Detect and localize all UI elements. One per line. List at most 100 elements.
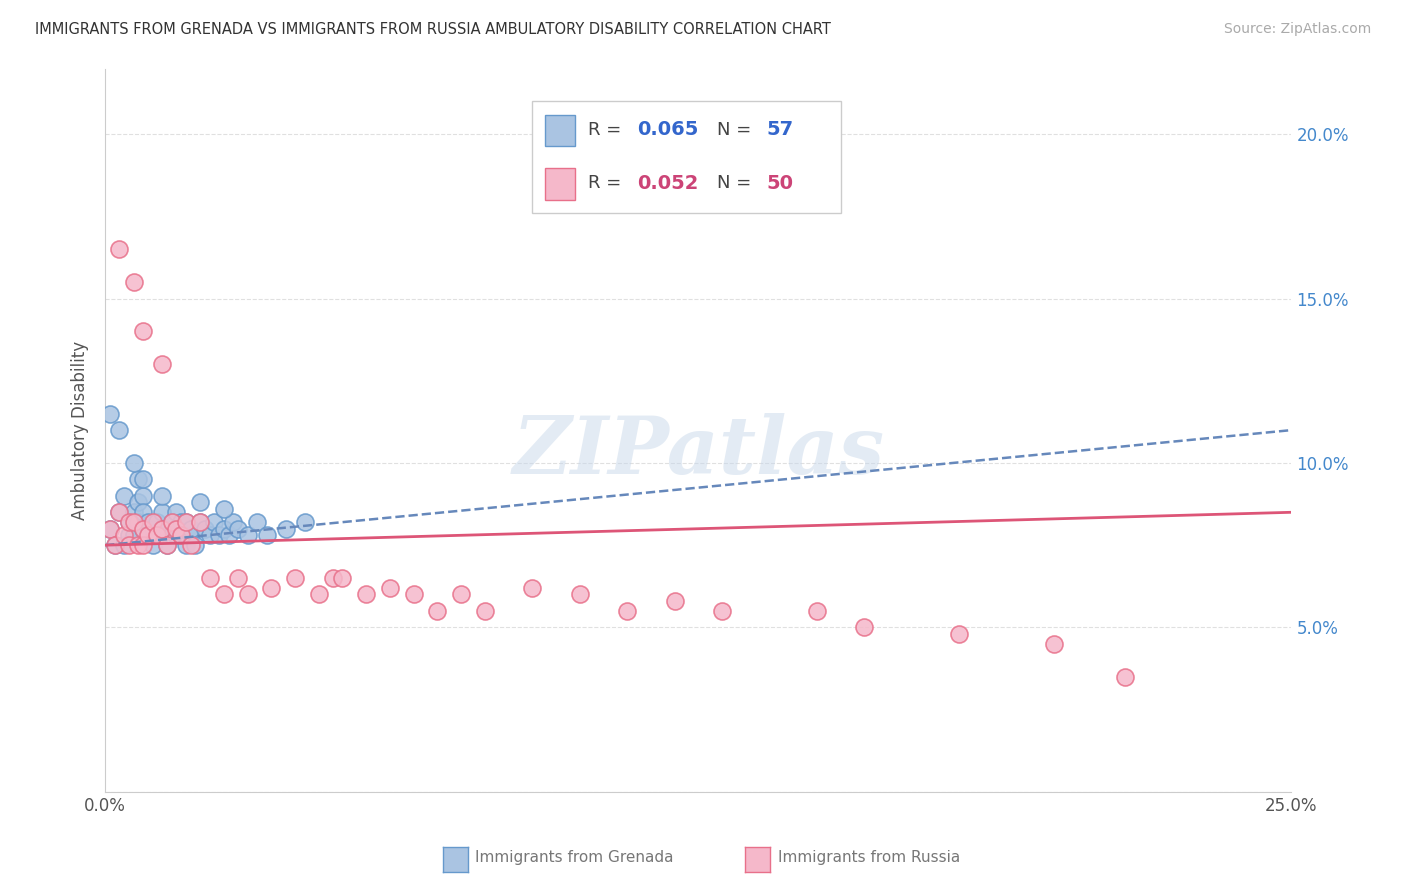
Point (104, 538, 127, 552)
Point (450, 587, 472, 601)
Point (222, 515, 245, 529)
Point (853, 620, 876, 634)
Point (378, 581, 401, 595)
Point (246, 515, 269, 529)
Point (170, 528, 193, 542)
Point (118, 528, 141, 542)
Point (136, 528, 159, 542)
Point (132, 522, 155, 536)
Point (112, 528, 135, 542)
Point (118, 515, 141, 529)
Point (142, 515, 165, 529)
Point (122, 275, 145, 289)
Point (98, 407, 121, 421)
Point (122, 456, 145, 470)
Point (150, 489, 173, 503)
Point (260, 581, 283, 595)
Point (136, 528, 159, 542)
Point (156, 522, 179, 536)
Point (474, 604, 496, 618)
Point (160, 515, 183, 529)
Point (160, 528, 183, 542)
Point (274, 522, 297, 536)
Point (332, 571, 354, 585)
Point (184, 538, 207, 552)
Point (174, 515, 197, 529)
Point (294, 515, 316, 529)
Point (236, 587, 259, 601)
Point (202, 515, 225, 529)
Point (426, 604, 449, 618)
Point (118, 538, 141, 552)
Point (948, 627, 970, 641)
Point (256, 528, 278, 542)
Point (664, 594, 686, 608)
Point (108, 505, 131, 519)
Point (108, 505, 131, 519)
Point (150, 357, 173, 371)
Point (122, 505, 145, 519)
Point (284, 571, 307, 585)
Point (165, 522, 187, 536)
Point (308, 587, 330, 601)
Point (165, 528, 187, 542)
Point (226, 522, 249, 536)
Point (122, 515, 145, 529)
Point (198, 528, 221, 542)
Point (212, 587, 235, 601)
Point (112, 489, 135, 503)
Point (212, 502, 235, 516)
Point (616, 604, 638, 618)
Point (568, 587, 591, 601)
Point (108, 243, 131, 257)
Point (522, 581, 544, 595)
Point (146, 528, 169, 542)
Point (188, 515, 211, 529)
Point (174, 538, 197, 552)
Point (136, 515, 159, 529)
Point (127, 515, 149, 529)
Text: ZIPatlas: ZIPatlas (512, 413, 884, 491)
Point (208, 528, 231, 542)
Point (212, 522, 235, 536)
Point (142, 522, 165, 536)
Point (98, 522, 121, 536)
Point (132, 489, 155, 503)
Point (150, 522, 173, 536)
Point (150, 522, 173, 536)
Point (132, 505, 155, 519)
Point (108, 423, 131, 437)
Point (132, 522, 155, 536)
Point (156, 538, 179, 552)
Point (160, 515, 183, 529)
Text: IMMIGRANTS FROM GRENADA VS IMMIGRANTS FROM RUSSIA AMBULATORY DISABILITY CORRELAT: IMMIGRANTS FROM GRENADA VS IMMIGRANTS FR… (35, 22, 831, 37)
Point (132, 538, 155, 552)
Point (806, 604, 828, 618)
Point (188, 495, 211, 509)
Point (146, 515, 169, 529)
Point (165, 505, 187, 519)
Point (127, 472, 149, 486)
Point (1114, 670, 1136, 684)
Point (180, 538, 202, 552)
Point (226, 571, 249, 585)
Point (188, 515, 211, 529)
Point (180, 522, 202, 536)
Point (142, 538, 165, 552)
Point (170, 528, 193, 542)
Point (150, 505, 173, 519)
Point (118, 515, 141, 529)
Point (146, 528, 169, 542)
Point (236, 528, 259, 542)
Text: Source: ZipAtlas.com: Source: ZipAtlas.com (1223, 22, 1371, 37)
Point (132, 472, 155, 486)
Point (122, 528, 145, 542)
Point (132, 325, 155, 339)
Text: Immigrants from Grenada: Immigrants from Grenada (475, 850, 673, 864)
Point (194, 522, 217, 536)
Point (112, 538, 135, 552)
Point (174, 515, 197, 529)
Point (354, 587, 377, 601)
Point (104, 538, 127, 552)
Text: Immigrants from Russia: Immigrants from Russia (778, 850, 960, 864)
